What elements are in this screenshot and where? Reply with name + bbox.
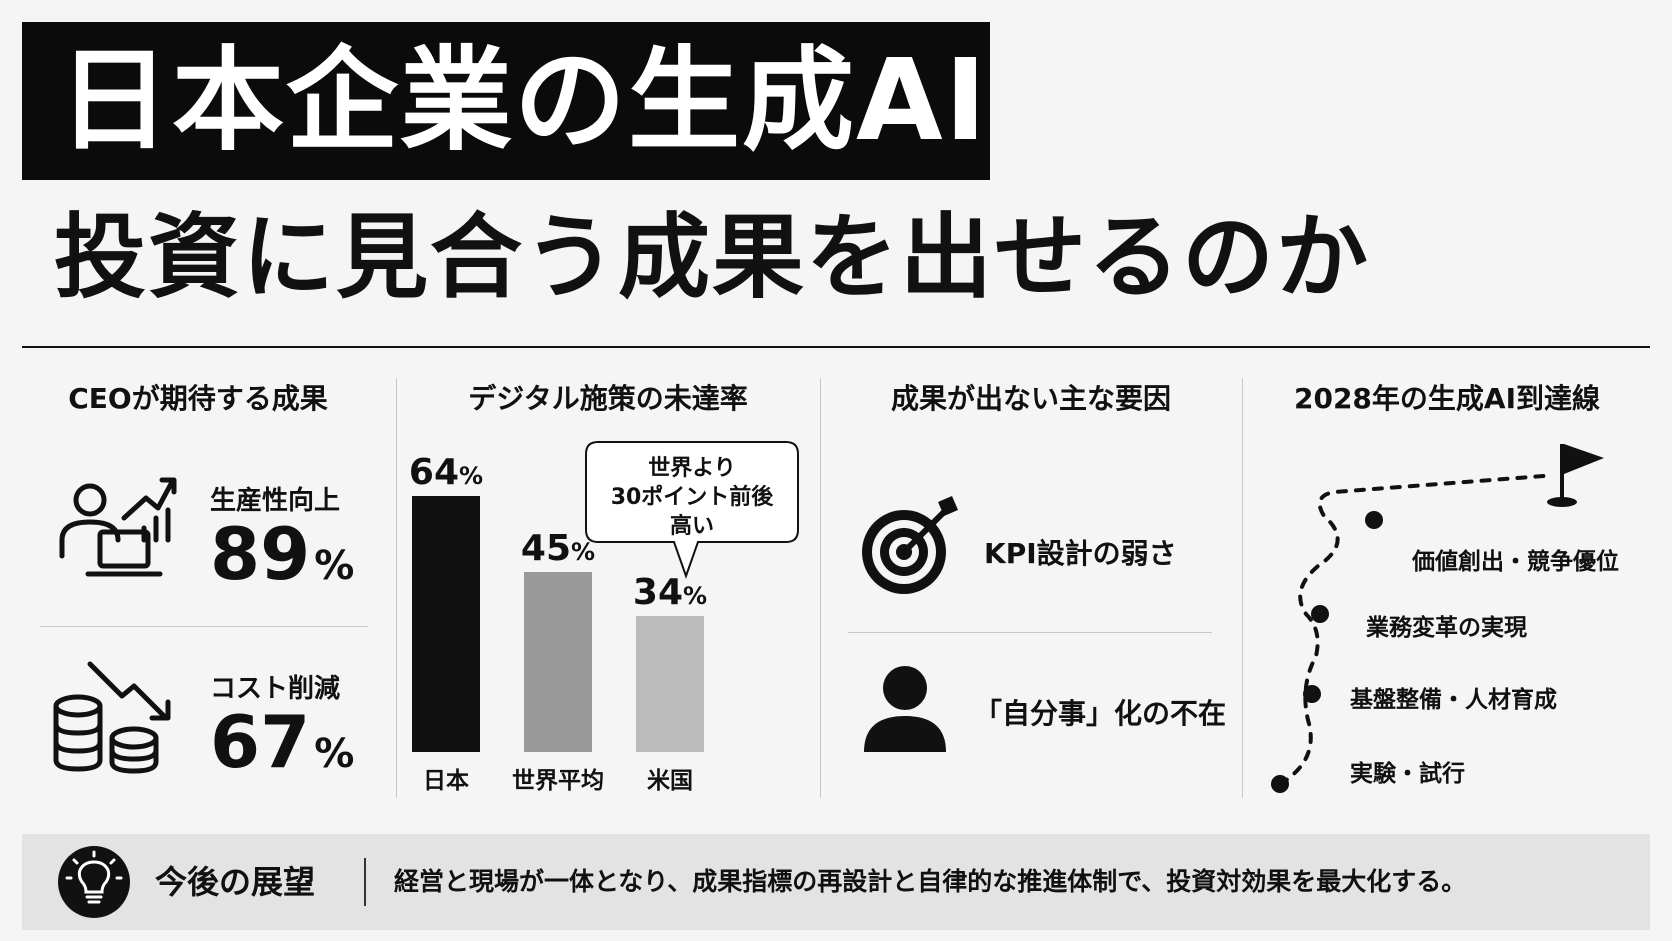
- bar-value-label: 45%: [521, 528, 595, 569]
- bar-category-label: 米国: [647, 768, 693, 794]
- bar: [636, 616, 704, 752]
- column-divider: [396, 378, 397, 798]
- column-divider: [1242, 378, 1243, 798]
- bar-value-label: 64%: [409, 452, 483, 493]
- person-icon: [864, 666, 946, 752]
- bar-chart: 64% 日本 45% 世界平均 34% 米国 世界より 30ポイント前後 高い: [409, 441, 799, 794]
- title-banner: 日本企業の生成AI: [22, 22, 990, 180]
- stage-foundation: 基盤整備・人材育成: [1350, 687, 1557, 713]
- roadmap-point: [1303, 685, 1321, 703]
- ceo-value-productivity: 89%: [210, 512, 355, 596]
- roadmap-heading: 2028年の生成AI到達線: [1293, 382, 1601, 415]
- callout-line-2: 30ポイント前後: [611, 484, 775, 510]
- bar: [412, 496, 480, 752]
- bar-value-label: 34%: [633, 572, 707, 613]
- causes-divider: [848, 632, 1212, 633]
- cause-kpi: KPI設計の弱さ: [984, 537, 1177, 570]
- stage-experiment: 実験・試行: [1350, 761, 1465, 787]
- subtitle: 投資に見合う成果を出せるのか: [54, 204, 1371, 311]
- digital-heading: デジタル施策の未達率: [468, 382, 748, 415]
- roadmap-point: [1365, 511, 1383, 529]
- column-divider: [820, 378, 821, 798]
- callout-line-1: 世界より: [648, 456, 736, 481]
- footer-separator: [364, 858, 366, 906]
- footer-text: 経営と現場が一体となり、成果指標の再設計と自律的な推進体制で、投資対効果を最大化…: [394, 867, 1467, 896]
- roadmap-point: [1271, 775, 1289, 793]
- ceo-label-cost: コスト削減: [210, 674, 341, 704]
- cause-ownership: 「自分事」化の不在: [974, 697, 1227, 730]
- causes-heading: 成果が出ない主な要因: [890, 382, 1171, 415]
- target-icon: [862, 496, 958, 594]
- roadmap-point: [1311, 605, 1329, 623]
- ceo-heading: CEOが期待する成果: [68, 382, 328, 415]
- top-divider: [22, 346, 1650, 348]
- footer-banner: 今後の展望 経営と現場が一体となり、成果指標の再設計と自律的な推進体制で、投資対…: [22, 834, 1650, 930]
- bar: [524, 572, 592, 752]
- bar-category-label: 世界平均: [512, 767, 604, 794]
- callout-line-3: 高い: [670, 513, 714, 539]
- flag-icon: [1547, 444, 1604, 507]
- footer-heading: 今後の展望: [155, 863, 316, 901]
- roadmap-path: [1271, 444, 1604, 793]
- lightbulb-icon: [58, 846, 130, 918]
- stage-transformation: 業務変革の実現: [1366, 615, 1527, 641]
- productivity-icon: [59, 477, 177, 577]
- stage-value-creation: 価値創出・競争優位: [1412, 549, 1619, 575]
- ceo-divider: [40, 626, 368, 627]
- ceo-label-productivity: 生産性向上: [210, 486, 341, 516]
- callout-bubble: [585, 441, 799, 580]
- bar-category-label: 日本: [423, 768, 469, 794]
- ceo-value-cost: 67%: [210, 700, 355, 784]
- cost-reduction-icon: [53, 661, 171, 774]
